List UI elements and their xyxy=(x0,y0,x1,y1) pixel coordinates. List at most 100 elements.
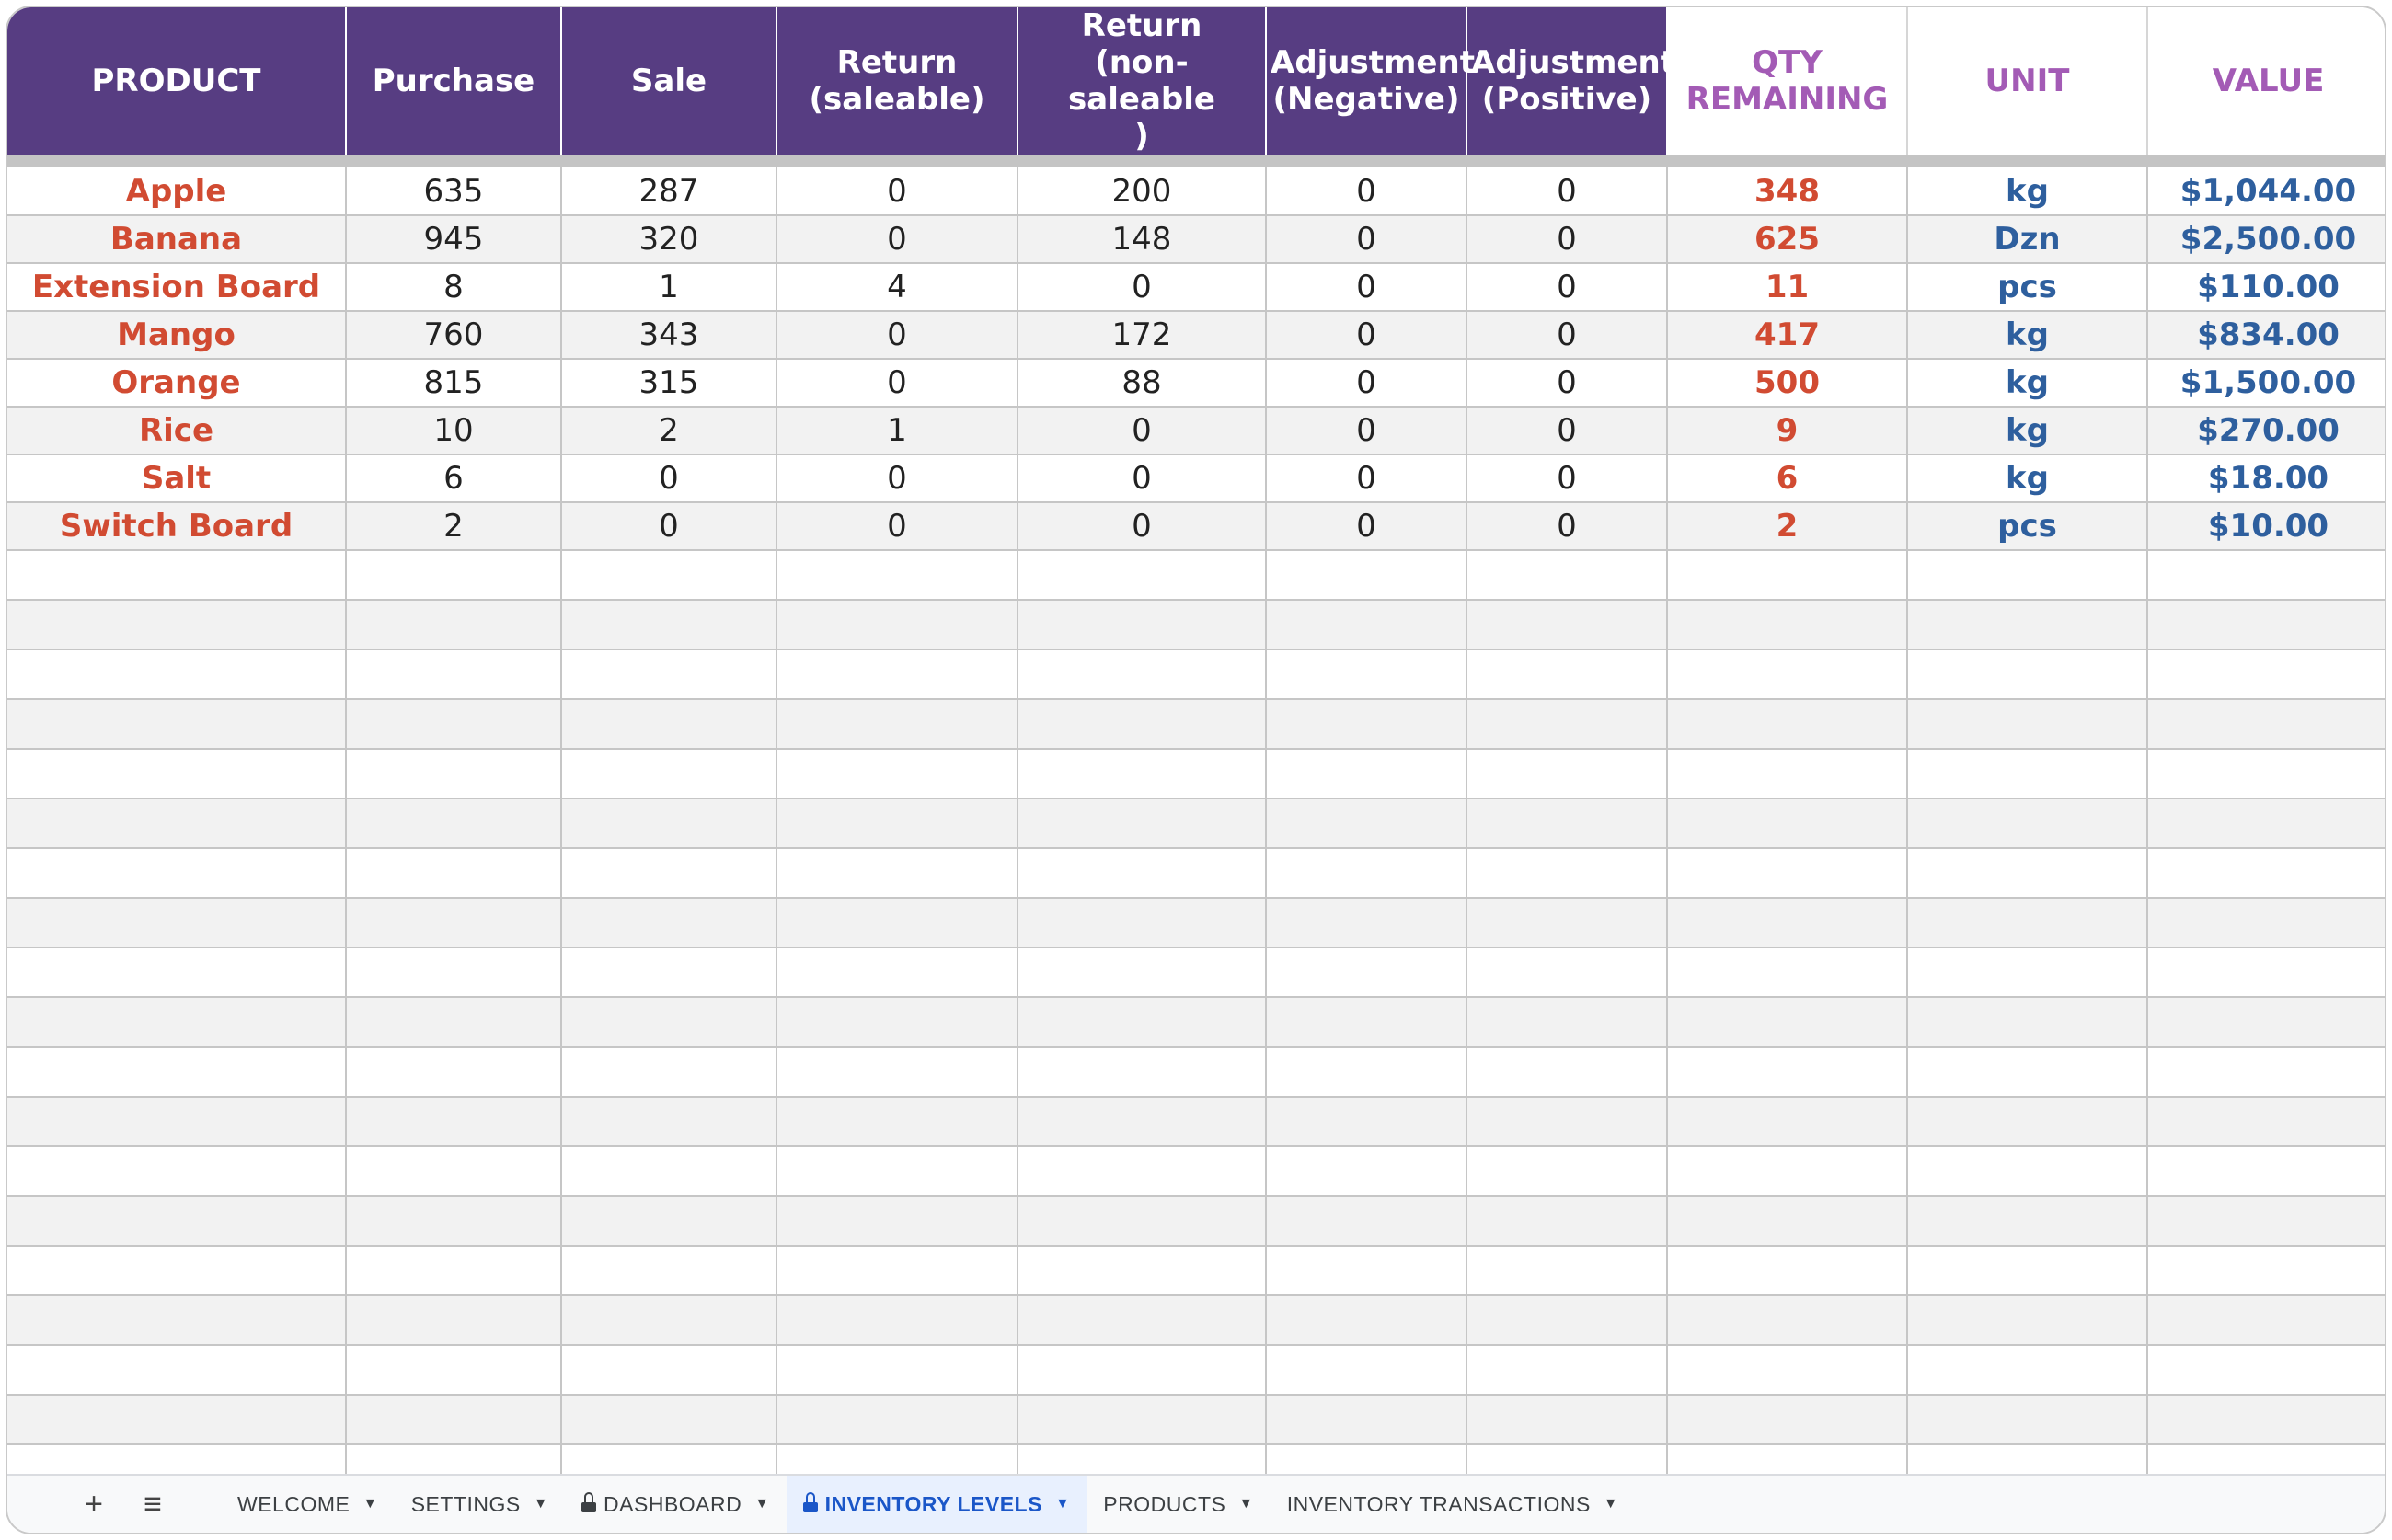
empty-cell[interactable] xyxy=(2147,1196,2385,1247)
empty-cell[interactable] xyxy=(1907,1395,2148,1445)
empty-cell[interactable] xyxy=(1466,649,1668,700)
empty-cell[interactable] xyxy=(1266,848,1467,899)
cell-adj-positive[interactable]: 0 xyxy=(1466,359,1668,408)
empty-cell[interactable] xyxy=(561,1295,777,1346)
cell-product[interactable]: Orange xyxy=(7,359,347,408)
empty-cell[interactable] xyxy=(1266,1047,1467,1098)
empty-cell[interactable] xyxy=(1907,1196,2148,1247)
tab-dashboard[interactable]: DASHBOARD ▼ xyxy=(565,1476,787,1533)
empty-cell[interactable] xyxy=(561,898,777,948)
empty-cell[interactable] xyxy=(1907,1345,2148,1396)
empty-cell[interactable] xyxy=(776,1246,1018,1296)
empty-cell[interactable] xyxy=(1667,898,1908,948)
empty-cell[interactable] xyxy=(1018,649,1267,700)
empty-cell[interactable] xyxy=(1266,1196,1467,1247)
empty-cell[interactable] xyxy=(1018,1295,1267,1346)
empty-cell[interactable] xyxy=(346,1196,562,1247)
cell-unit[interactable]: Dzn xyxy=(1907,215,2148,264)
cell-return-non-saleable[interactable]: 88 xyxy=(1018,359,1267,408)
empty-cell[interactable] xyxy=(1667,1047,1908,1098)
cell-product[interactable]: Switch Board xyxy=(7,502,347,551)
caret-down-icon[interactable]: ▼ xyxy=(754,1496,770,1511)
empty-cell[interactable] xyxy=(561,799,777,849)
cell-return-non-saleable[interactable]: 0 xyxy=(1018,407,1267,455)
empty-cell[interactable] xyxy=(1018,1395,1267,1445)
empty-cell[interactable] xyxy=(7,1295,347,1346)
empty-cell[interactable] xyxy=(7,997,347,1048)
empty-cell[interactable] xyxy=(776,1395,1018,1445)
empty-cell[interactable] xyxy=(2147,1246,2385,1296)
empty-cell[interactable] xyxy=(2147,1047,2385,1098)
empty-cell[interactable] xyxy=(1466,1097,1668,1147)
empty-cell[interactable] xyxy=(561,699,777,750)
empty-cell[interactable] xyxy=(2147,699,2385,750)
empty-cell[interactable] xyxy=(1266,699,1467,750)
empty-cell[interactable] xyxy=(1466,1345,1668,1396)
empty-cell[interactable] xyxy=(1667,799,1908,849)
empty-cell[interactable] xyxy=(1466,997,1668,1048)
cell-adj-positive[interactable]: 0 xyxy=(1466,215,1668,264)
empty-cell[interactable] xyxy=(1266,550,1467,601)
empty-cell[interactable] xyxy=(1907,848,2148,899)
cell-qty-remaining[interactable]: 2 xyxy=(1667,502,1908,551)
cell-sale[interactable]: 0 xyxy=(561,502,777,551)
empty-cell[interactable] xyxy=(561,948,777,998)
cell-return-saleable[interactable]: 1 xyxy=(776,407,1018,455)
empty-cell[interactable] xyxy=(1018,600,1267,650)
tab-settings[interactable]: SETTINGS ▼ xyxy=(395,1476,565,1533)
header-product[interactable]: PRODUCT xyxy=(7,7,347,155)
cell-sale[interactable]: 0 xyxy=(561,454,777,503)
header-value[interactable]: VALUE xyxy=(2147,7,2385,155)
cell-adj-negative[interactable]: 0 xyxy=(1266,502,1467,551)
empty-cell[interactable] xyxy=(1018,1047,1267,1098)
empty-cell[interactable] xyxy=(1018,799,1267,849)
empty-cell[interactable] xyxy=(1018,1146,1267,1197)
empty-cell[interactable] xyxy=(346,1246,562,1296)
empty-cell[interactable] xyxy=(1466,1047,1668,1098)
cell-value[interactable]: $2,500.00 xyxy=(2147,215,2385,264)
caret-down-icon[interactable]: ▼ xyxy=(1054,1496,1071,1511)
cell-adj-negative[interactable]: 0 xyxy=(1266,311,1467,360)
empty-cell[interactable] xyxy=(776,997,1018,1048)
cell-adj-negative[interactable]: 0 xyxy=(1266,407,1467,455)
empty-cell[interactable] xyxy=(1667,1345,1908,1396)
cell-return-saleable[interactable]: 0 xyxy=(776,215,1018,264)
empty-cell[interactable] xyxy=(2147,749,2385,799)
empty-cell[interactable] xyxy=(1907,550,2148,601)
empty-cell[interactable] xyxy=(1667,848,1908,899)
empty-cell[interactable] xyxy=(1018,1345,1267,1396)
empty-cell[interactable] xyxy=(1018,1097,1267,1147)
tab-inventory-levels[interactable]: INVENTORY LEVELS ▼ xyxy=(786,1476,1087,1533)
empty-cell[interactable] xyxy=(7,799,347,849)
empty-cell[interactable] xyxy=(1466,550,1668,601)
header-purchase[interactable]: Purchase xyxy=(346,7,562,155)
empty-cell[interactable] xyxy=(346,600,562,650)
empty-cell[interactable] xyxy=(561,649,777,700)
cell-return-saleable[interactable]: 0 xyxy=(776,454,1018,503)
empty-cell[interactable] xyxy=(776,898,1018,948)
caret-down-icon[interactable]: ▼ xyxy=(362,1496,378,1511)
cell-product[interactable]: Banana xyxy=(7,215,347,264)
empty-cell[interactable] xyxy=(7,1345,347,1396)
cell-adj-negative[interactable]: 0 xyxy=(1266,454,1467,503)
empty-cell[interactable] xyxy=(7,948,347,998)
empty-cell[interactable] xyxy=(776,1295,1018,1346)
empty-cell[interactable] xyxy=(561,1047,777,1098)
cell-return-non-saleable[interactable]: 172 xyxy=(1018,311,1267,360)
cell-return-non-saleable[interactable]: 0 xyxy=(1018,454,1267,503)
empty-cell[interactable] xyxy=(1907,600,2148,650)
cell-qty-remaining[interactable]: 500 xyxy=(1667,359,1908,408)
empty-cell[interactable] xyxy=(1266,1246,1467,1296)
empty-cell[interactable] xyxy=(1466,600,1668,650)
empty-cell[interactable] xyxy=(1018,997,1267,1048)
empty-cell[interactable] xyxy=(346,898,562,948)
cell-value[interactable]: $110.00 xyxy=(2147,263,2385,312)
empty-cell[interactable] xyxy=(1466,799,1668,849)
empty-cell[interactable] xyxy=(1667,1146,1908,1197)
empty-cell[interactable] xyxy=(7,649,347,700)
empty-cell[interactable] xyxy=(2147,550,2385,601)
cell-qty-remaining[interactable]: 9 xyxy=(1667,407,1908,455)
empty-cell[interactable] xyxy=(776,699,1018,750)
empty-cell[interactable] xyxy=(7,550,347,601)
empty-cell[interactable] xyxy=(1266,1395,1467,1445)
